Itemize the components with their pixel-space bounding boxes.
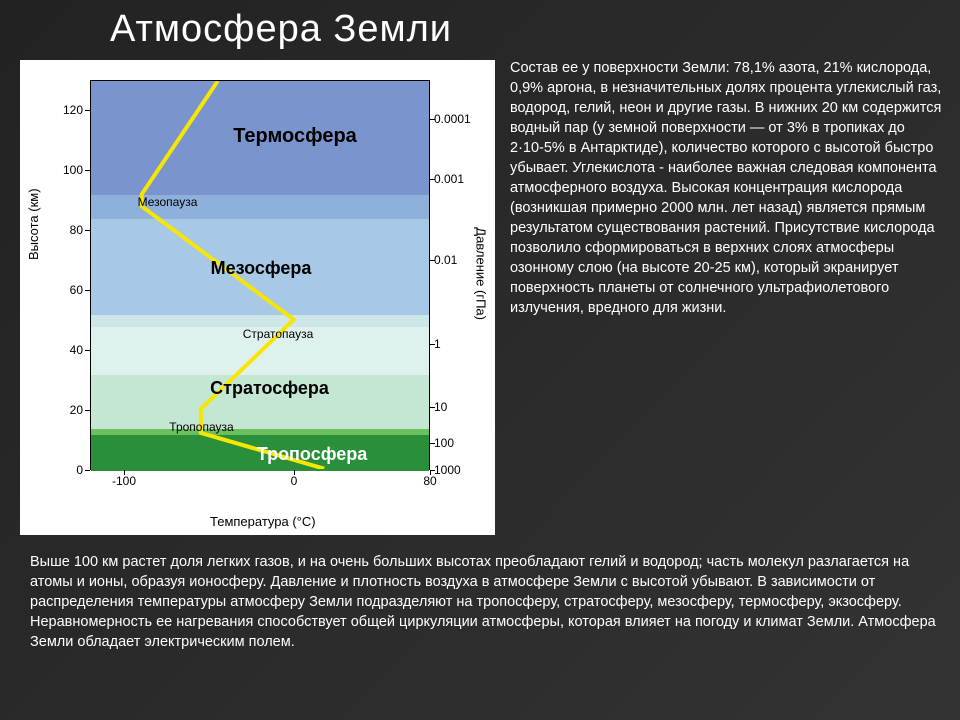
y-tick: 20 xyxy=(43,403,83,417)
y-tick: 0 xyxy=(43,463,83,477)
x-tick: 80 xyxy=(410,474,450,488)
y-tick: 40 xyxy=(43,343,83,357)
atmosphere-chart: Тропосфера Тропопауза Стратосфера Стратопау… xyxy=(20,60,495,535)
y-tick: 120 xyxy=(43,103,83,117)
y2-tick: 1 xyxy=(434,337,489,351)
y2-tick: 0.001 xyxy=(434,172,489,186)
page-title: Атмосфера Земли xyxy=(110,8,452,51)
y-tick: 100 xyxy=(43,163,83,177)
layer-label: Стратосфера xyxy=(210,378,329,399)
y2-tick: 100 xyxy=(434,436,489,450)
y-tick: 80 xyxy=(43,223,83,237)
x-tick: 0 xyxy=(274,474,314,488)
layer-label: Мезопауза xyxy=(138,195,198,209)
y2-axis-label: Давление (гПа) xyxy=(474,227,489,320)
layer-label: Тропопауза xyxy=(169,420,233,434)
y-axis-label: Высота (км) xyxy=(26,188,41,260)
layer-label: Мезосфера xyxy=(211,258,312,279)
y-tick: 60 xyxy=(43,283,83,297)
layer-label: Стратопауза xyxy=(243,327,314,341)
y2-tick: 10 xyxy=(434,400,489,414)
composition-text: Состав ее у поверхности Земли: 78,1% азо… xyxy=(510,58,942,318)
x-axis-label: Температура (°C) xyxy=(210,514,316,529)
y2-tick: 0.0001 xyxy=(434,112,489,126)
structure-text: Выше 100 км растет доля легких газов, и … xyxy=(30,552,940,652)
layer-label: Термосфера xyxy=(233,125,357,148)
layer-label: Тропосфера xyxy=(257,444,367,465)
x-tick: -100 xyxy=(104,474,144,488)
